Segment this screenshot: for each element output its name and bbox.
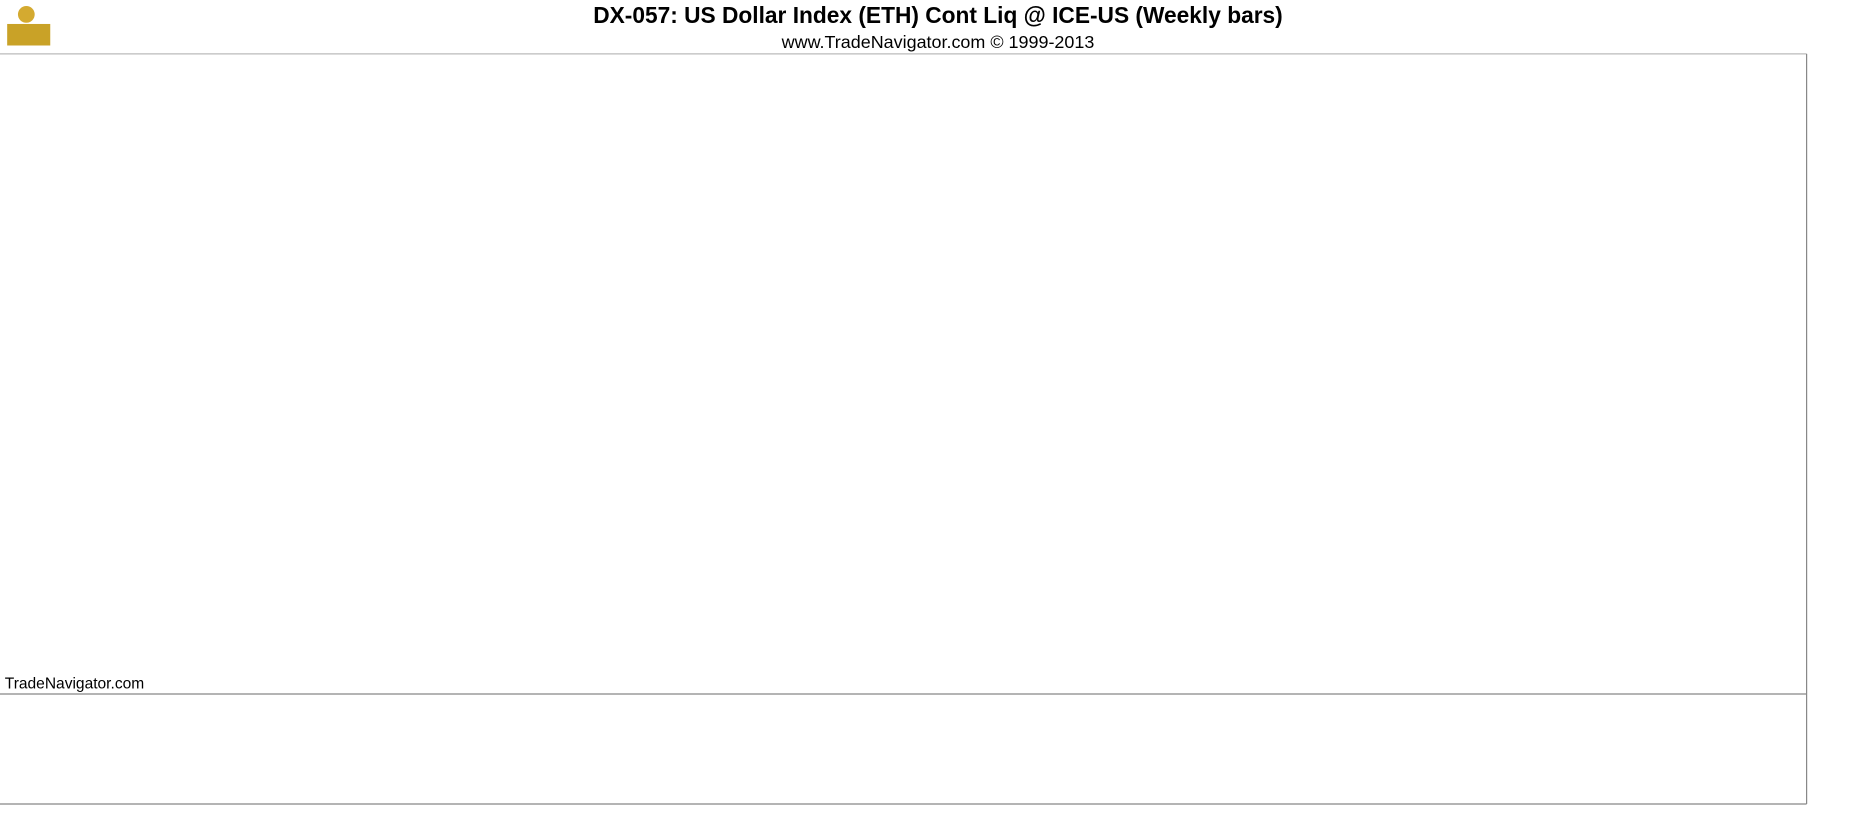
chart-subtitle: www.TradeNavigator.com © 1999-2013 xyxy=(781,32,1095,52)
chart-title: DX-057: US Dollar Index (ETH) Cont Liq @… xyxy=(593,2,1283,28)
logo xyxy=(7,6,51,46)
watermark: TradeNavigator.com xyxy=(5,676,144,693)
